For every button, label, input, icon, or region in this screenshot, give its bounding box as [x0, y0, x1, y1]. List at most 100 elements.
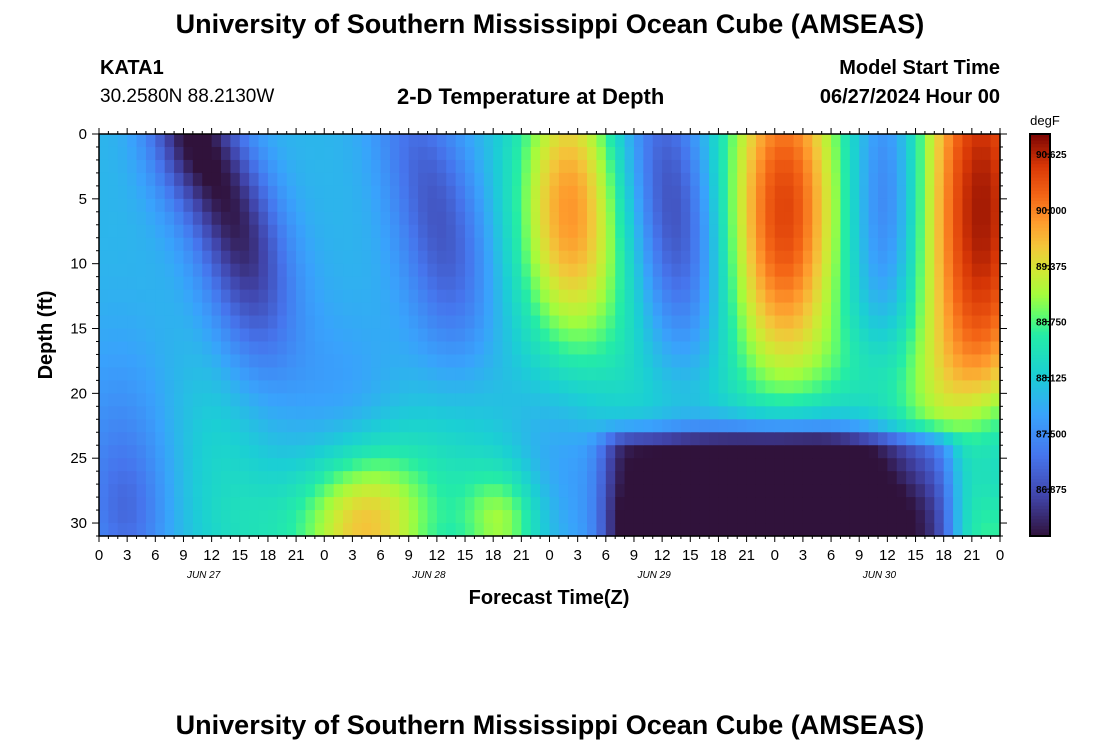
- heat-cell: [802, 315, 813, 330]
- heat-cell: [840, 510, 851, 524]
- heat-cell: [774, 393, 785, 407]
- heat-cell: [934, 302, 945, 317]
- heat-cell: [258, 510, 269, 524]
- heat-cell: [267, 458, 278, 472]
- heat-cell: [568, 432, 579, 446]
- heat-cell: [136, 315, 147, 330]
- heat-cell: [455, 406, 466, 420]
- heat-cell: [239, 263, 250, 278]
- heat-cell: [605, 393, 616, 407]
- colorbar-segment: [1030, 157, 1050, 162]
- heat-cell: [953, 523, 964, 537]
- heat-cell: [380, 458, 391, 472]
- heat-cell: [605, 224, 616, 239]
- heat-cell: [755, 237, 766, 252]
- heat-cell: [671, 263, 682, 278]
- heat-cell: [643, 497, 654, 511]
- heat-cell: [746, 172, 757, 187]
- heat-cell: [389, 315, 400, 330]
- heat-cell: [296, 419, 307, 433]
- heat-cell: [812, 484, 823, 498]
- heat-cell: [699, 419, 710, 433]
- heat-cell: [831, 510, 842, 524]
- heat-cell: [765, 523, 776, 537]
- heat-cell: [690, 510, 701, 524]
- x-tick-label: 15: [231, 547, 248, 564]
- heat-cell: [802, 367, 813, 381]
- heat-cell: [643, 302, 654, 317]
- heat-cell: [652, 159, 663, 174]
- colorbar-segment: [1030, 268, 1050, 272]
- heat-cell: [709, 328, 720, 343]
- heat-cell: [765, 134, 776, 148]
- heat-cell: [915, 250, 926, 265]
- heat-cell: [174, 341, 185, 356]
- heat-cell: [155, 224, 166, 239]
- heat-cell: [746, 224, 757, 239]
- colorbar-segment: [1030, 425, 1050, 430]
- heat-cell: [258, 250, 269, 265]
- heat-cell: [840, 198, 851, 213]
- heat-cell: [483, 380, 494, 394]
- heat-cell: [108, 250, 119, 265]
- heat-cell: [737, 354, 748, 369]
- heat-cell: [474, 146, 485, 161]
- heat-cell: [849, 419, 860, 433]
- heat-cell: [662, 146, 673, 161]
- heat-cell: [877, 523, 888, 537]
- heat-cell: [127, 289, 138, 304]
- heat-cell: [615, 393, 626, 407]
- heat-cell: [802, 523, 813, 537]
- heat-cell: [127, 134, 138, 148]
- heat-cell: [427, 523, 438, 537]
- heat-cell: [324, 497, 335, 511]
- heat-cell: [568, 263, 579, 278]
- heat-cell: [896, 134, 907, 148]
- heat-cell: [540, 185, 551, 200]
- heat-cell: [633, 354, 644, 369]
- heat-cell: [962, 276, 973, 291]
- colorbar-segment: [1030, 227, 1050, 232]
- heat-cell: [540, 510, 551, 524]
- heat-cell: [859, 380, 870, 394]
- heat-cell: [502, 185, 513, 200]
- heat-cell: [633, 134, 644, 148]
- heat-cell: [446, 523, 457, 537]
- heat-cell: [174, 198, 185, 213]
- heat-cell: [155, 510, 166, 524]
- heat-cell: [211, 445, 222, 459]
- heat-cell: [981, 510, 992, 524]
- heat-cell: [427, 250, 438, 265]
- heat-cell: [427, 134, 438, 148]
- heat-cell: [174, 224, 185, 239]
- colorbar-segment: [1030, 328, 1050, 333]
- heat-cell: [202, 302, 213, 317]
- heat-cell: [399, 393, 410, 407]
- heat-cell: [896, 302, 907, 317]
- heat-cell: [755, 276, 766, 291]
- heat-cell: [474, 315, 485, 330]
- heat-cell: [887, 185, 898, 200]
- heat-cell: [530, 172, 541, 187]
- heat-cell: [934, 484, 945, 498]
- heat-cell: [577, 497, 588, 511]
- heat-cell: [136, 484, 147, 498]
- heat-cell: [840, 497, 851, 511]
- heat-cell: [511, 354, 522, 369]
- heat-cell: [699, 458, 710, 472]
- heat-cell: [502, 172, 513, 187]
- heat-cell: [924, 250, 935, 265]
- heat-cell: [596, 185, 607, 200]
- heat-cell: [455, 289, 466, 304]
- heat-cell: [230, 211, 241, 226]
- heat-cell: [953, 211, 964, 226]
- heat-cell: [211, 185, 222, 200]
- heat-cell: [915, 458, 926, 472]
- heat-cell: [108, 263, 119, 278]
- heat-cell: [671, 315, 682, 330]
- heat-cell: [211, 276, 222, 291]
- heat-cell: [127, 367, 138, 381]
- heat-cell: [849, 224, 860, 239]
- heat-cell: [652, 484, 663, 498]
- heat-cell: [192, 419, 203, 433]
